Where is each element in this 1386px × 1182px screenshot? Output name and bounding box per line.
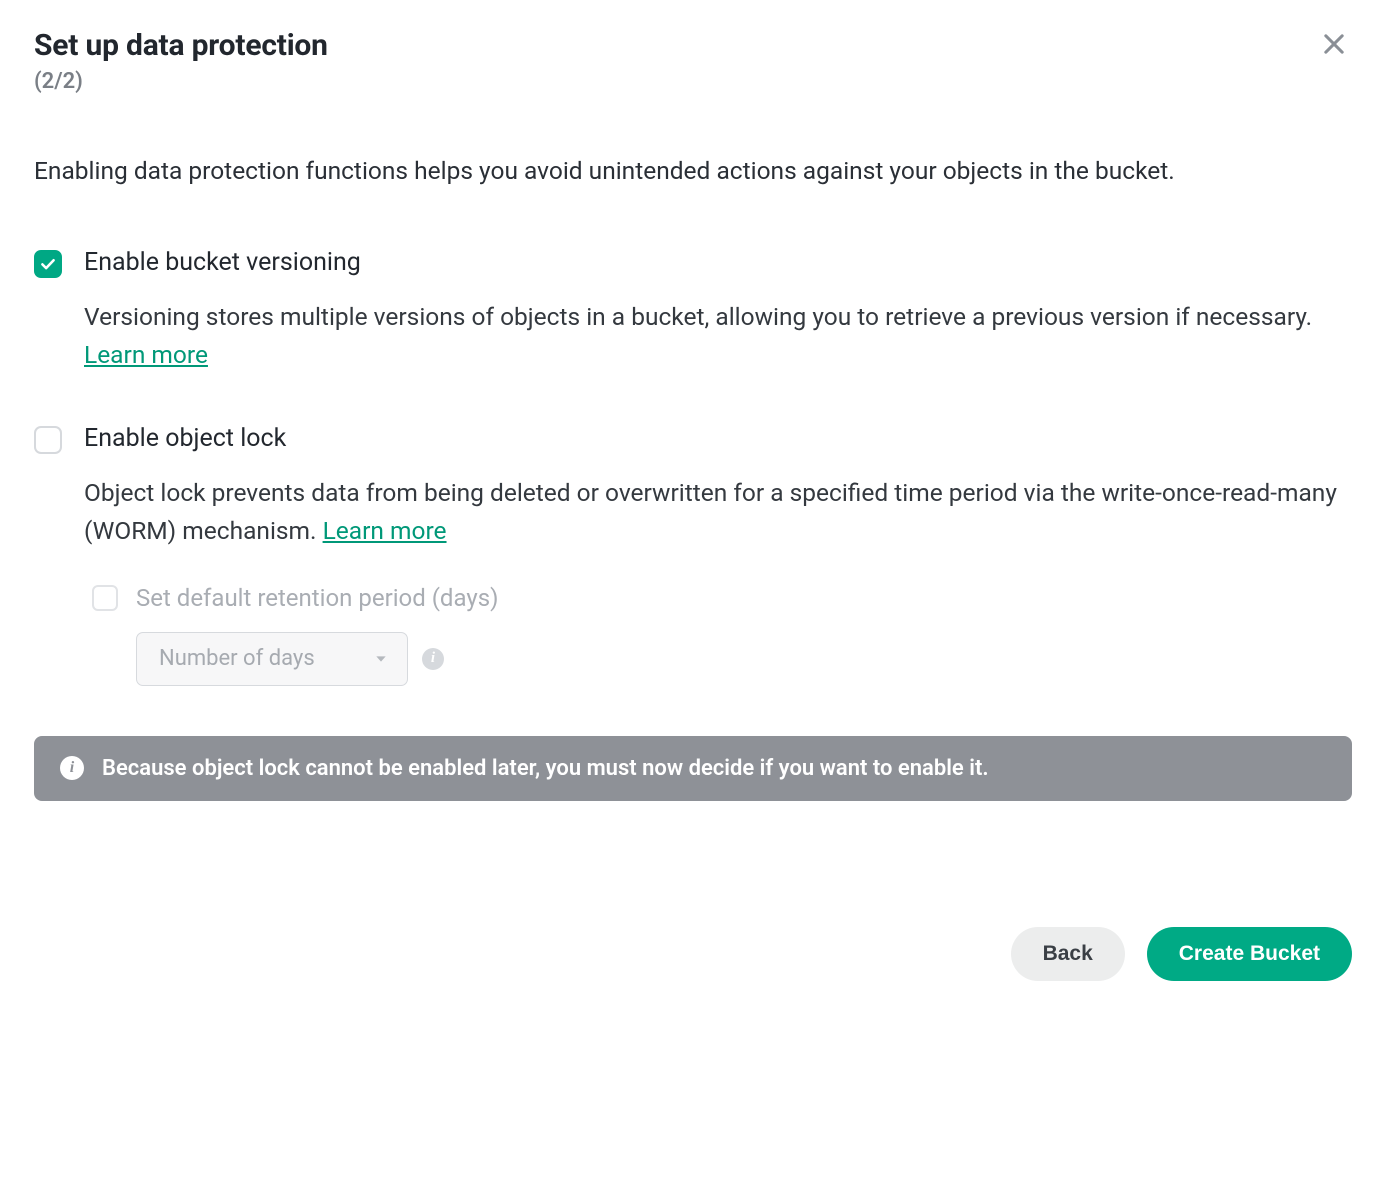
dialog-title: Set up data protection bbox=[34, 28, 1352, 63]
retention-label: Set default retention period (days) bbox=[136, 584, 498, 612]
close-icon[interactable] bbox=[1320, 30, 1348, 58]
object-lock-learn-more-link[interactable]: Learn more bbox=[323, 516, 447, 545]
versioning-label: Enable bucket versioning bbox=[84, 248, 1352, 278]
option-object-lock: Enable object lock Object lock prevents … bbox=[34, 424, 1352, 686]
dialog-footer: Back Create Bucket bbox=[34, 927, 1352, 981]
retention-select-row: Number of days i bbox=[136, 632, 1352, 686]
retention-days-select: Number of days bbox=[136, 632, 408, 686]
back-button[interactable]: Back bbox=[1011, 927, 1125, 981]
versioning-description-text: Versioning stores multiple versions of o… bbox=[84, 302, 1312, 331]
info-banner: i Because object lock cannot be enabled … bbox=[34, 736, 1352, 801]
object-lock-checkbox[interactable] bbox=[34, 426, 62, 454]
option-versioning: Enable bucket versioning Versioning stor… bbox=[34, 248, 1352, 374]
intro-text: Enabling data protection functions helps… bbox=[34, 152, 1352, 190]
chevron-down-icon bbox=[373, 651, 389, 667]
object-lock-description-text: Object lock prevents data from being del… bbox=[84, 478, 1337, 545]
data-protection-dialog: Set up data protection (2/2) Enabling da… bbox=[0, 0, 1386, 1015]
versioning-description: Versioning stores multiple versions of o… bbox=[84, 298, 1352, 374]
object-lock-description: Object lock prevents data from being del… bbox=[84, 474, 1352, 550]
versioning-checkbox[interactable] bbox=[34, 250, 62, 278]
info-icon[interactable]: i bbox=[422, 648, 444, 670]
retention-checkbox bbox=[92, 585, 118, 611]
create-bucket-button[interactable]: Create Bucket bbox=[1147, 927, 1352, 981]
banner-text: Because object lock cannot be enabled la… bbox=[102, 756, 989, 781]
banner-info-icon: i bbox=[60, 756, 84, 780]
retention-select-placeholder: Number of days bbox=[159, 646, 315, 671]
step-indicator: (2/2) bbox=[34, 69, 1352, 94]
versioning-learn-more-link[interactable]: Learn more bbox=[84, 340, 208, 369]
retention-sub-option: Set default retention period (days) bbox=[92, 584, 1352, 612]
object-lock-label: Enable object lock bbox=[84, 424, 1352, 454]
